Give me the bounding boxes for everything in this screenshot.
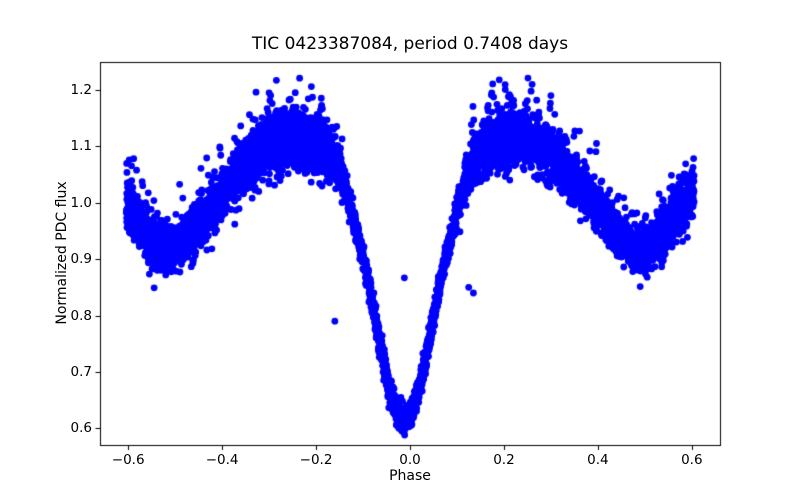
- y-tick-label: 0.8: [70, 307, 92, 324]
- x-tick-label: −0.4: [205, 452, 239, 468]
- x-tick-label: 0.4: [587, 452, 609, 468]
- x-tick-label: 0.6: [681, 452, 703, 468]
- x-tick-label: −0.6: [111, 452, 145, 468]
- y-tick-label: 0.6: [70, 420, 92, 437]
- y-axis-label: Normalized PDC flux: [54, 181, 70, 325]
- x-tick-label: 0.2: [493, 452, 515, 468]
- x-axis-label: Phase: [389, 468, 431, 484]
- y-tick-label: 1.1: [70, 138, 92, 155]
- y-tick-label: 1.0: [70, 194, 92, 211]
- y-tick-label: 0.9: [70, 251, 92, 268]
- x-tick-label: −0.2: [299, 452, 333, 468]
- y-tick-label: 1.2: [70, 81, 92, 98]
- x-tick-label: 0.0: [399, 452, 421, 468]
- y-tick-label: 0.7: [70, 363, 92, 380]
- chart-title: TIC 0423387084, period 0.7408 days: [251, 34, 569, 54]
